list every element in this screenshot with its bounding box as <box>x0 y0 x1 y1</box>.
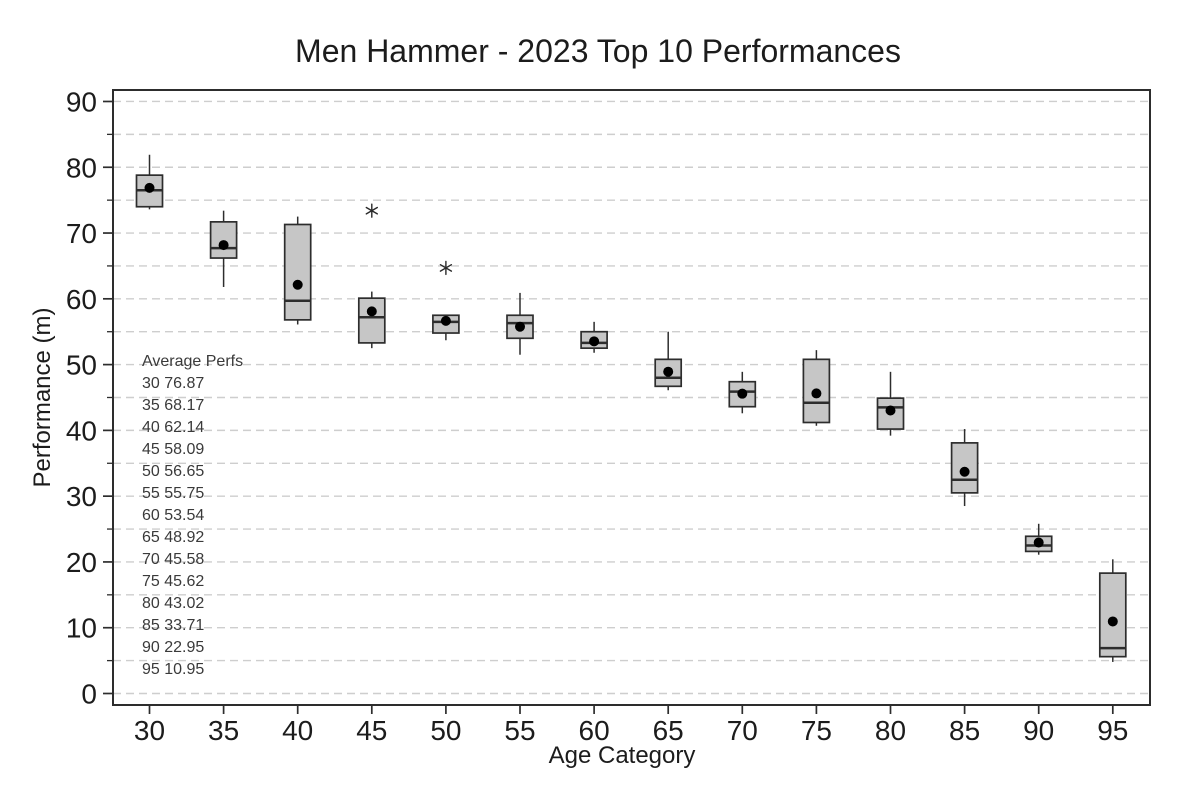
boxplot-age-75 <box>802 350 831 426</box>
y-tick-label: 40 <box>66 415 97 446</box>
boxplot-age-70 <box>728 371 757 414</box>
y-axis-tick-labels: 0 10 20 30 40 50 60 70 80 90 <box>66 86 97 709</box>
y-axis-ticks <box>103 100 113 695</box>
annotation-line: 80 43.02 <box>142 595 204 612</box>
annotation-header: Average Perfs <box>142 353 243 370</box>
y-tick-label: 80 <box>66 152 97 183</box>
x-tick-label: 50 <box>430 715 461 746</box>
boxplot-age-30 <box>135 154 164 210</box>
mean-dot <box>144 182 155 193</box>
mean-dot <box>885 405 896 416</box>
mean-dot <box>440 315 451 326</box>
y-tick-label: 30 <box>66 481 97 512</box>
annotation-line: 60 53.54 <box>142 507 204 524</box>
annotation-line: 95 10.95 <box>142 661 204 678</box>
asterisk-spoke <box>439 264 453 272</box>
x-tick-label: 35 <box>208 715 239 746</box>
mean-dot <box>1107 616 1118 627</box>
boxplot-age-50 <box>432 260 460 341</box>
boxplot-age-90 <box>1024 523 1053 555</box>
annotation-line: 70 45.58 <box>142 551 204 568</box>
y-tick-label: 60 <box>66 284 97 315</box>
mean-dot <box>959 466 970 477</box>
x-tick-label: 75 <box>801 715 832 746</box>
y-tick-label: 70 <box>66 218 97 249</box>
x-tick-label: 90 <box>1023 715 1054 746</box>
annotation-line: 90 22.95 <box>142 639 204 656</box>
boxplot-series <box>135 154 1127 662</box>
annotation-line: 45 58.09 <box>142 441 204 458</box>
x-tick-label: 70 <box>727 715 758 746</box>
iqr-box <box>876 397 905 430</box>
annotation-line: 65 48.92 <box>142 529 204 546</box>
x-axis-tick-labels: 30 35 40 45 50 55 60 65 70 75 80 85 90 95 <box>134 715 1128 746</box>
gridlines <box>113 100 1150 695</box>
mean-dot <box>515 321 525 332</box>
boxplot-age-45 <box>357 203 386 349</box>
x-tick-label: 85 <box>949 715 980 746</box>
mean-dot <box>811 388 822 399</box>
x-axis-title: Age Category <box>549 742 696 769</box>
y-tick-label: 50 <box>66 350 97 381</box>
x-axis-ticks <box>148 705 1114 714</box>
chart-title: Men Hammer - 2023 Top 10 Performances <box>295 33 901 69</box>
x-tick-label: 65 <box>653 715 684 746</box>
y-tick-label: 0 <box>81 679 97 710</box>
boxplot-age-55 <box>506 292 534 355</box>
boxplot-age-40 <box>283 216 312 325</box>
annotation-line: 35 68.17 <box>142 397 204 414</box>
boxplot-age-85 <box>950 429 979 507</box>
mean-dot <box>218 240 229 251</box>
iqr-box <box>1098 572 1127 658</box>
y-tick-label: 10 <box>66 613 97 644</box>
outlier-asterisk <box>439 260 453 276</box>
annotation-line: 50 56.65 <box>142 463 204 480</box>
plot-frame <box>112 89 1151 706</box>
mean-dot <box>589 336 600 347</box>
annotation-line: 55 55.75 <box>142 485 204 502</box>
mean-dot <box>1033 537 1044 548</box>
boxplot-age-60 <box>580 321 608 353</box>
annotation-line: 85 33.71 <box>142 617 204 634</box>
boxplot-age-65 <box>654 331 683 391</box>
iqr-box <box>357 297 386 344</box>
mean-dot <box>663 366 674 377</box>
x-tick-label: 95 <box>1097 715 1128 746</box>
boxplot-age-95 <box>1098 559 1127 662</box>
y-axis-title: Performance (m) <box>29 307 56 487</box>
boxplot-age-35 <box>209 210 238 287</box>
x-tick-label: 30 <box>134 715 165 746</box>
annotation-line: 75 45.62 <box>142 573 204 590</box>
annotation-line: 40 62.14 <box>142 419 204 436</box>
average-perfs-annotation: Average Perfs 30 76.87 35 68.17 40 62.14 45… <box>142 353 243 678</box>
iqr-box <box>209 221 238 259</box>
x-tick-label: 80 <box>875 715 906 746</box>
iqr-box <box>283 223 312 321</box>
outlier-asterisk <box>365 203 378 218</box>
mean-dot <box>292 279 303 290</box>
mean-dot <box>737 388 748 399</box>
asterisk-spoke <box>365 206 378 215</box>
x-tick-label: 45 <box>356 715 387 746</box>
annotation-line: 30 76.87 <box>142 375 204 392</box>
boxplot-age-80 <box>876 371 905 436</box>
x-tick-label: 60 <box>579 715 610 746</box>
mean-dot <box>366 306 377 317</box>
x-tick-label: 40 <box>282 715 313 746</box>
y-tick-label: 90 <box>66 86 97 117</box>
y-tick-label: 20 <box>66 547 97 578</box>
x-tick-label: 55 <box>504 715 535 746</box>
